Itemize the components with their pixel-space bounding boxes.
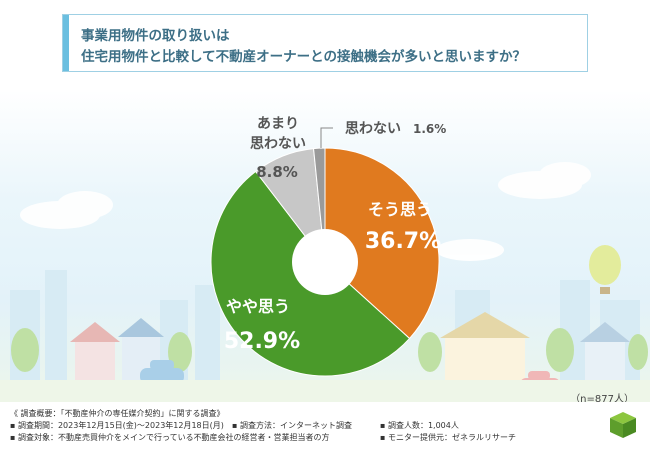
house-icon: [70, 312, 630, 380]
logo-cube-icon: [610, 412, 636, 438]
sample-size: （n=877人）: [570, 394, 634, 405]
footer-period: ▪ 調査期間：2023年12月15日(金)〜2023年12月18日(月): [10, 421, 224, 430]
leader-line: [320, 127, 333, 148]
donut-chart: そう思う 36.7% やや思う 52.9% あまり 思わない 8.8% 思わない…: [210, 116, 446, 377]
title-box: 事業用物件の取り扱いは 住宅用物件と比較して不動産オーナーとの接触機会が多いと思…: [62, 14, 588, 72]
cloud-icon: [20, 162, 591, 261]
label-omowanai-value: 1.6%: [413, 122, 446, 136]
label-sou-value: 36.7%: [365, 229, 441, 254]
label-yaya-value: 52.9%: [224, 329, 300, 354]
title-line-2: 住宅用物件と比較して不動産オーナーとの接触機会が多いと思いますか？: [81, 49, 526, 65]
survey-footer: 《 調査概要：「不動産仲介の専任媒介契約」に関する調査》 ▪ 調査期間：2023…: [0, 402, 650, 450]
footer-method: ▪ 調査方法：インターネット調査: [232, 421, 352, 430]
title-line-1: 事業用物件の取り扱いは: [81, 28, 230, 44]
label-amari-name-1: あまり: [257, 116, 299, 132]
label-yaya-name: やや思う: [226, 297, 290, 316]
footer-target: ▪ 調査対象：不動産売買仲介をメインで行っている不動産会社の経営者・営業担当者の…: [10, 433, 330, 442]
pie-slice-0: [324, 147, 440, 340]
balloon-icon: [589, 245, 621, 294]
label-amari-value: 8.8%: [256, 163, 298, 181]
title-accent-bar: [63, 15, 69, 71]
ground: [0, 380, 650, 402]
footer-count: ▪ 調査人数：1,004人: [380, 421, 459, 430]
background-scenery: [0, 162, 650, 402]
label-amari-name-2: 思わない: [250, 136, 306, 152]
label-omowanai-name: 思わない: [345, 121, 401, 137]
footer-summary: 《 調査概要：「不動産仲介の専任媒介契約」に関する調査》: [10, 409, 225, 418]
footer-provider: ▪ モニター提供元：ゼネラルリサーチ: [380, 433, 516, 442]
tree-icon: [11, 328, 648, 372]
donut-hole: [292, 229, 358, 295]
label-sou-name: そう思う: [368, 200, 432, 219]
